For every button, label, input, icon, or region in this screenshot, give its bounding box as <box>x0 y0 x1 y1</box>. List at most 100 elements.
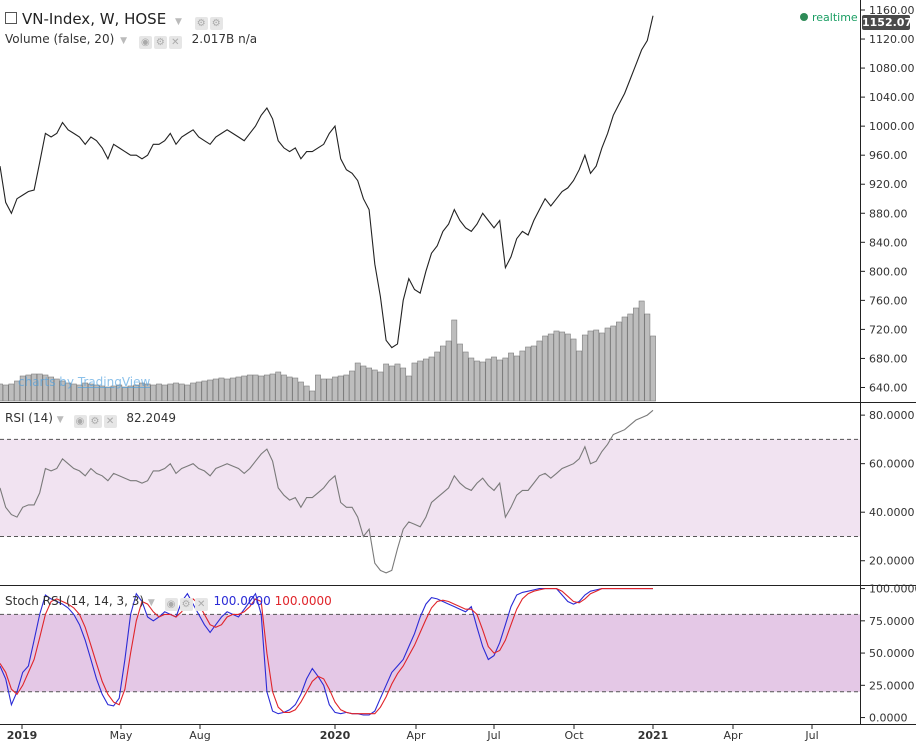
price-tick-label: 640.00 <box>869 381 908 394</box>
symbol-title[interactable]: VN-Index, W, HOSE <box>22 10 167 28</box>
close-icon[interactable]: ✕ <box>168 36 182 49</box>
volume-label[interactable]: Volume (false, 20) <box>5 32 115 46</box>
chevron-down-icon[interactable]: ▼ <box>147 598 155 608</box>
time-axis-ticks: 2019 May Aug 2020 Apr Jul Oct 2021 Apr Jul <box>7 725 819 742</box>
price-tick-label: 1160.00 <box>869 4 915 17</box>
settings-icon[interactable]: ⚙ <box>88 415 102 428</box>
stoch-label[interactable]: Stoch RSI (14, 14, 3, 3) <box>5 594 145 608</box>
close-icon[interactable]: ✕ <box>194 598 208 611</box>
volume-bar <box>229 377 236 402</box>
volume-bar <box>633 307 639 402</box>
volume-bar <box>127 385 134 402</box>
volume-bar <box>309 390 316 402</box>
volume-bar <box>53 378 60 402</box>
visibility-icon[interactable]: ◉ <box>138 36 152 49</box>
settings-icon[interactable]: ⚙ <box>179 598 193 611</box>
volume-bar <box>576 350 583 402</box>
volume-bar <box>161 384 168 402</box>
stoch-tick-label: 50.0000 <box>869 647 915 660</box>
time-tick-label: Apr <box>723 729 743 742</box>
price-pane[interactable] <box>0 0 860 402</box>
visibility-icon[interactable]: ◉ <box>164 598 178 611</box>
volume-bar <box>59 380 66 402</box>
stoch-tick-label: 75.0000 <box>869 615 915 628</box>
price-tick-label: 840.00 <box>869 236 908 249</box>
stoch-pane[interactable] <box>0 586 860 724</box>
settings-icon[interactable]: ⚙ <box>153 36 167 49</box>
volume-bar <box>593 329 600 402</box>
volume-bar <box>513 355 520 402</box>
volume-bar <box>122 386 128 402</box>
volume-bar <box>269 373 276 402</box>
price-tick-label: 880.00 <box>869 207 908 220</box>
watermark-prefix: charts by <box>18 375 74 389</box>
price-tick-label: 1040.00 <box>869 91 915 104</box>
chevron-down-icon[interactable]: ▼ <box>174 17 182 27</box>
volume-bar <box>212 378 219 402</box>
volume-bar <box>87 383 94 402</box>
rsi-axis[interactable]: 20.0000 40.0000 60.0000 80.0000 <box>860 403 916 585</box>
gear-icon[interactable]: ⚙ <box>209 17 223 30</box>
time-axis[interactable]: 2019 May Aug 2020 Apr Jul Oct 2021 Apr Jul <box>0 725 916 743</box>
volume-bar <box>462 351 469 402</box>
stoch-tick-label: 25.0000 <box>869 679 915 692</box>
volume-bar <box>70 383 77 402</box>
volume-bar <box>388 365 395 402</box>
volume-bar <box>616 321 622 402</box>
last-price-tag: 1152.07 <box>862 15 913 30</box>
volume-bar <box>581 334 588 402</box>
realtime-label: realtime <box>812 11 858 24</box>
volume-bar <box>411 362 418 402</box>
volume-bar <box>502 357 509 402</box>
volume-bar <box>167 383 174 402</box>
volume-bar <box>25 374 32 402</box>
settings-icon[interactable]: ⚙ <box>194 17 208 30</box>
volume-bar <box>76 384 83 402</box>
volume-bar <box>610 325 617 402</box>
rsi-tick-label: 60.0000 <box>869 458 915 471</box>
volume-bar <box>207 379 213 402</box>
volume-bar <box>93 384 100 402</box>
volume-bar <box>598 332 605 402</box>
volume-bar <box>434 351 441 402</box>
volume-bar <box>417 360 424 402</box>
chevron-down-icon[interactable]: ▼ <box>56 415 64 425</box>
volume-bar <box>428 356 435 402</box>
volume-bar <box>315 374 321 402</box>
collapse-icon[interactable] <box>5 12 17 24</box>
volume-bar <box>349 370 355 402</box>
volume-bar <box>275 371 282 402</box>
volume-bar <box>292 377 299 402</box>
rsi-chart <box>0 409 860 574</box>
rsi-tick-label: 80.0000 <box>869 409 915 422</box>
volume-bar <box>445 340 452 402</box>
close-icon[interactable]: ✕ <box>103 415 117 428</box>
visibility-icon[interactable]: ◉ <box>73 415 87 428</box>
volume-bar <box>457 343 463 402</box>
stoch-k-value: 100.0000 <box>213 594 271 608</box>
volume-bar <box>65 382 72 402</box>
volume-bar <box>366 367 372 402</box>
pane-separator[interactable] <box>0 402 916 403</box>
volume-bar <box>8 383 15 402</box>
rsi-pane[interactable] <box>0 403 860 585</box>
volume-bar <box>508 352 514 402</box>
time-tick-label: 2021 <box>638 729 669 742</box>
volume-bar <box>320 378 327 402</box>
chevron-down-icon[interactable]: ▼ <box>120 36 128 46</box>
volume-bar <box>485 358 492 402</box>
stoch-d-value: 100.0000 <box>274 594 332 608</box>
time-tick-label: Jul <box>486 729 500 742</box>
volume-bar <box>139 382 145 402</box>
volume-bar <box>644 313 651 402</box>
rsi-label[interactable]: RSI (14) <box>5 411 53 425</box>
rsi-tick-label: 40.0000 <box>869 506 915 519</box>
stoch-axis[interactable]: 0.0000 25.0000 50.0000 75.0000 100.0000 <box>860 583 916 725</box>
volume-bar <box>14 380 20 402</box>
stoch-band <box>0 614 860 692</box>
price-axis[interactable]: 640.00 680.00 720.00 760.00 800.00 840.00 880.… <box>860 0 916 402</box>
volume-bar <box>48 376 55 402</box>
volume-bar <box>405 375 412 402</box>
price-tick-label: 760.00 <box>869 294 908 307</box>
pane-separator[interactable] <box>0 585 916 586</box>
